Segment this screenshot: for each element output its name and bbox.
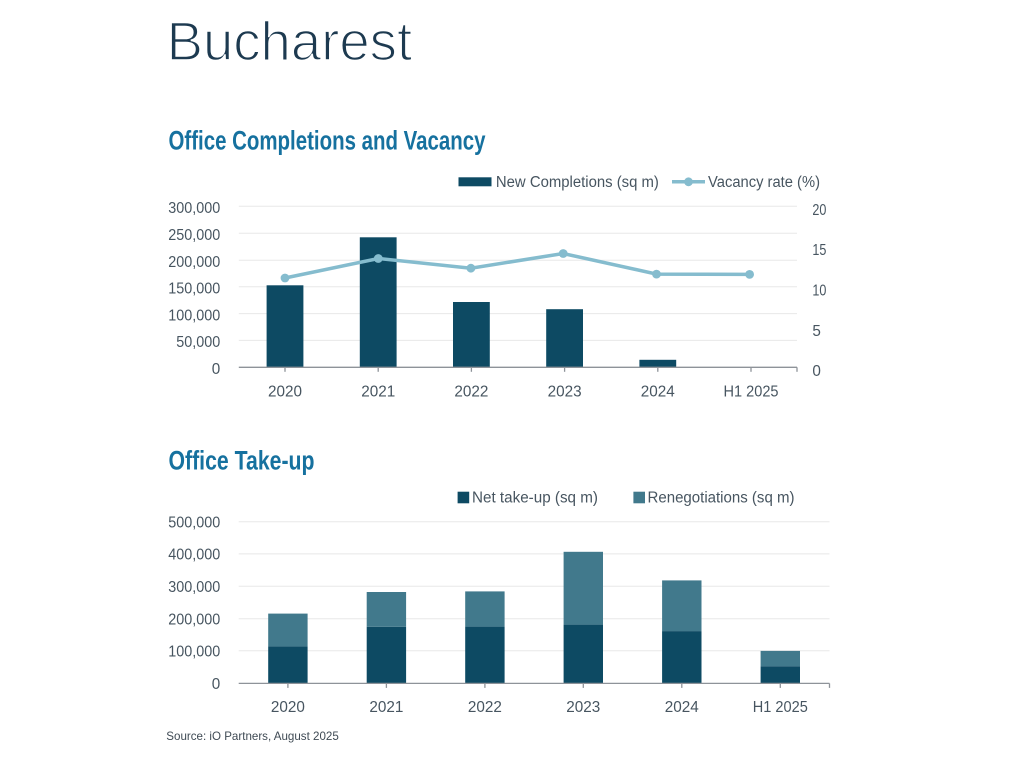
svg-text:20: 20 bbox=[812, 202, 826, 219]
svg-text:H1 2025: H1 2025 bbox=[724, 383, 779, 400]
svg-text:Net take-up (sq m): Net take-up (sq m) bbox=[472, 490, 598, 507]
svg-text:2023: 2023 bbox=[566, 699, 600, 716]
svg-text:2023: 2023 bbox=[548, 383, 582, 400]
svg-text:100,000: 100,000 bbox=[168, 307, 220, 324]
svg-text:Renegotiations (sq m): Renegotiations (sq m) bbox=[648, 490, 795, 507]
svg-text:400,000: 400,000 bbox=[168, 547, 220, 564]
svg-text:0: 0 bbox=[812, 363, 821, 380]
svg-text:100,000: 100,000 bbox=[168, 643, 220, 660]
svg-text:New Completions (sq m): New Completions (sq m) bbox=[496, 174, 659, 191]
svg-text:15: 15 bbox=[812, 242, 826, 259]
svg-text:Vacancy rate (%): Vacancy rate (%) bbox=[708, 174, 820, 191]
svg-text:Source: iO Partners, August 20: Source: iO Partners, August 2025 bbox=[166, 729, 339, 743]
svg-text:150,000: 150,000 bbox=[168, 281, 220, 298]
svg-text:2021: 2021 bbox=[369, 699, 403, 716]
svg-text:0: 0 bbox=[212, 361, 221, 378]
svg-text:300,000: 300,000 bbox=[168, 200, 220, 217]
svg-text:Office Take-up: Office Take-up bbox=[169, 446, 315, 476]
svg-text:Bucharest: Bucharest bbox=[167, 10, 413, 72]
svg-text:5: 5 bbox=[812, 323, 821, 340]
svg-text:300,000: 300,000 bbox=[168, 579, 220, 596]
svg-text:2020: 2020 bbox=[268, 383, 302, 400]
svg-text:250,000: 250,000 bbox=[168, 227, 220, 244]
svg-text:2022: 2022 bbox=[468, 699, 502, 716]
svg-text:2024: 2024 bbox=[665, 699, 699, 716]
svg-text:0: 0 bbox=[212, 676, 221, 693]
svg-text:H1 2025: H1 2025 bbox=[753, 699, 808, 716]
svg-text:50,000: 50,000 bbox=[176, 334, 220, 351]
svg-text:Office Completions and Vacancy: Office Completions and Vacancy bbox=[169, 126, 486, 156]
svg-text:2020: 2020 bbox=[271, 699, 305, 716]
svg-text:200,000: 200,000 bbox=[168, 611, 220, 628]
svg-text:500,000: 500,000 bbox=[168, 514, 220, 531]
svg-text:2022: 2022 bbox=[454, 383, 488, 400]
svg-text:10: 10 bbox=[812, 283, 826, 300]
svg-text:2021: 2021 bbox=[361, 383, 395, 400]
svg-text:200,000: 200,000 bbox=[168, 254, 220, 271]
svg-text:2024: 2024 bbox=[641, 383, 675, 400]
